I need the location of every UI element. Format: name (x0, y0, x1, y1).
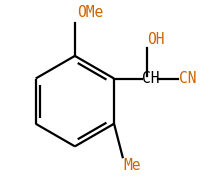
Text: OMe: OMe (77, 5, 103, 20)
Text: CN: CN (179, 71, 196, 86)
Text: Me: Me (124, 158, 141, 173)
Text: OH: OH (147, 32, 165, 47)
Text: CH: CH (142, 71, 160, 86)
